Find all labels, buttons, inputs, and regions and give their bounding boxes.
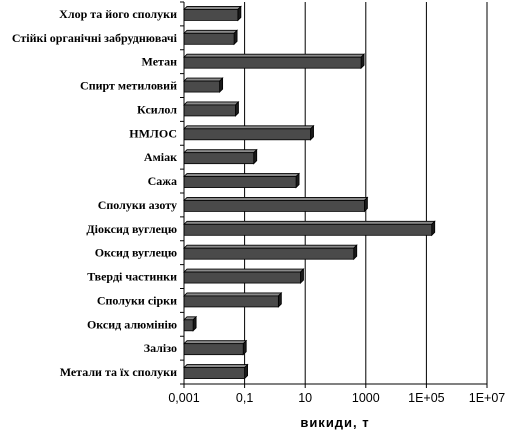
bar-top-face [183,340,248,345]
bar [183,53,366,70]
x-tick-label: 1E+05 [408,391,445,405]
bar-side-face [360,53,365,70]
category-label: Сполуки азоту [98,198,177,212]
bar-top-face [183,268,305,273]
bar-front-face [183,9,239,21]
category-label: Аміак [144,150,177,164]
bar-front-face [183,128,311,141]
bar [183,77,224,94]
category-label: Стійкі органічні забруднювачі [12,31,178,45]
bar-front-face [183,200,365,212]
bar-side-face [242,339,247,356]
bar-front-face [183,223,433,236]
category-label: НМЛОС [129,126,177,140]
bar [183,220,436,237]
bar [183,291,283,308]
bar-top-face [183,101,240,106]
category-label: Сполуки сірки [97,293,177,307]
bar-top-face [183,77,224,82]
bar-top-face [183,125,315,130]
category-labels: Хлор та його сполуки Стійкі органічні заб… [12,7,178,379]
bar-side-face [244,363,249,380]
bar-front-face [183,104,236,117]
bar-top-face [183,149,258,154]
bar-side-face [237,5,242,22]
bar [183,196,369,213]
category-label: Сажа [148,174,177,188]
x-tick-label: 1E+07 [469,391,506,405]
bar-top-face [183,292,283,297]
bar-top-face [183,173,301,177]
bar-side-face [310,124,314,141]
x-tick-label: 10 [298,391,312,405]
bar-top-face [183,220,436,225]
bar [183,244,358,261]
bar-front-face [183,176,297,188]
bar [183,363,249,380]
bar-top-face [183,29,239,34]
bar-side-face [235,100,239,117]
bar-top-face [183,364,249,368]
category-label: Хлор та його сполуки [59,7,177,21]
axes [180,1,488,388]
bar-side-face [277,291,282,308]
x-tick-label: 0,1 [236,391,253,405]
x-tick-label: 1000 [352,391,380,405]
bar-front-face [183,32,235,45]
bar [183,5,242,22]
bar [183,268,305,285]
category-label: Діоксид вуглецю [86,222,177,236]
bar-front-face [183,56,362,69]
bar-top-face [183,53,366,58]
bar-front-face [183,367,245,379]
category-label: Тверді частинки [87,270,177,284]
category-label: Метали та їх сполуки [60,365,177,379]
category-label: Метан [142,55,178,69]
bar-top-face [183,6,242,10]
bar-front-face [183,319,194,332]
bar [183,148,258,165]
bar [183,29,239,46]
category-label: Ксилол [137,102,177,116]
bar [183,339,248,356]
bar-side-face [233,29,238,46]
bar [183,100,240,117]
x-axis-label: викиди, т [300,415,369,430]
bar-front-face [183,80,221,93]
bar-side-face [300,268,304,285]
bar-front-face [183,295,279,308]
bar-front-face [183,247,355,260]
bar-top-face [183,244,358,249]
bar-side-face [353,244,358,261]
x-tick-labels: 0,001 0,1 10 1000 1E+05 1E+07 [168,391,505,405]
category-label: Оксид вуглецю [95,246,177,260]
bar-side-face [219,77,224,94]
bar [183,172,301,189]
bar-side-face [431,220,436,237]
bar-front-face [183,271,301,284]
bar-top-face [183,197,369,201]
bar [183,124,315,141]
bar-side-face [192,315,197,332]
category-label: Оксид алюмінію [87,317,177,331]
category-label: Спирт метиловий [80,79,177,93]
bar-side-face [364,196,368,213]
bar [183,315,198,332]
bars [183,5,436,380]
category-label: Залізо [144,341,177,355]
bar-front-face [183,152,255,165]
bar-front-face [183,343,244,356]
x-tick-label: 0,001 [168,391,199,405]
bar-side-face [253,148,258,165]
bar-side-face [295,172,300,189]
